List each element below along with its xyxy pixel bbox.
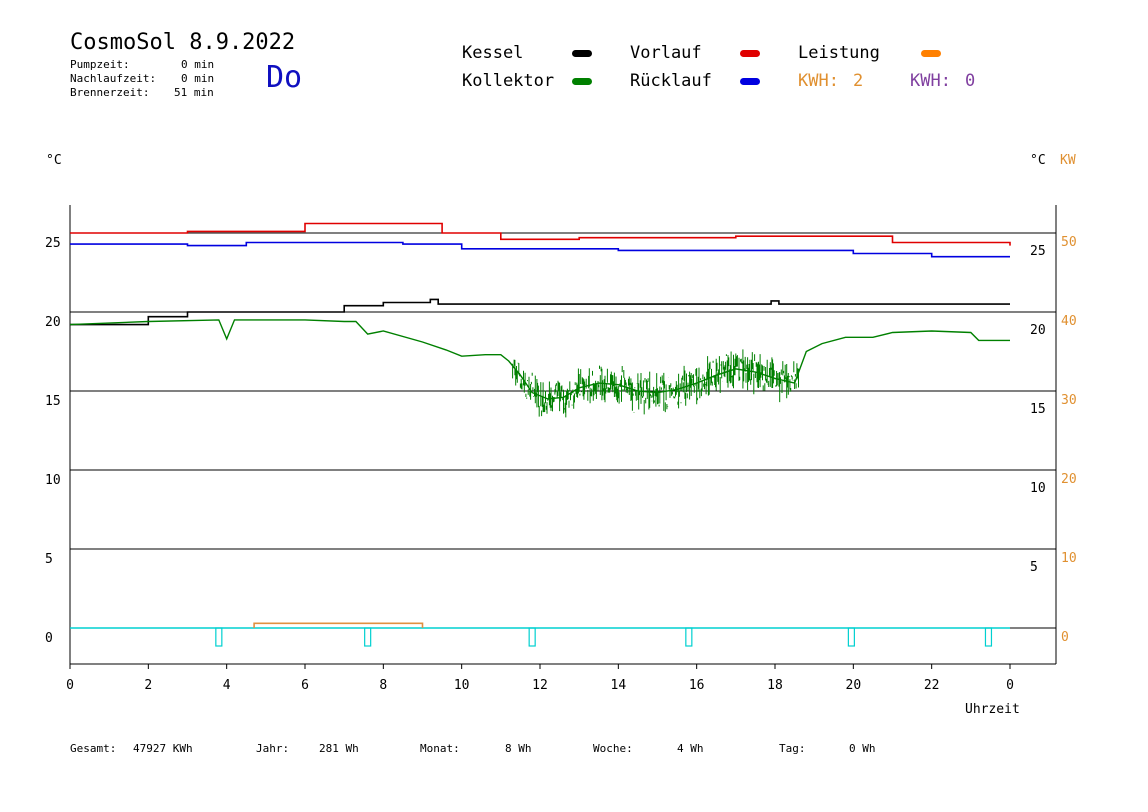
y-right-tick-label: 5 xyxy=(1030,560,1038,575)
x-tick-label: 8 xyxy=(379,678,387,693)
footer-woche-label: Woche: xyxy=(593,742,633,755)
x-tick-label: 4 xyxy=(223,678,231,693)
series-ruecklauf xyxy=(70,241,1010,258)
chart-grid xyxy=(70,232,1056,629)
pump-pulse xyxy=(215,627,223,647)
footer-monat-label: Monat: xyxy=(420,742,460,755)
legend-leistung-label: Leistung xyxy=(798,43,880,63)
pump-pulse xyxy=(364,627,372,647)
y-left-tick-label: 0 xyxy=(45,631,53,646)
y-kw-tick-label: 0 xyxy=(1061,630,1069,645)
y-kw-tick-label: 10 xyxy=(1061,551,1077,566)
x-tick-label: 0 xyxy=(1006,678,1014,693)
x-tick-label: 20 xyxy=(846,678,862,693)
series-vorlauf xyxy=(70,222,1011,246)
stat-pumpzeit-label: Pumpzeit: xyxy=(70,58,130,71)
footer-gesamt-value: 47927 KWh xyxy=(133,742,193,755)
legend-vorlauf-swatch xyxy=(740,50,760,57)
series-kollektor xyxy=(69,319,1010,400)
y-left-tick-label: 25 xyxy=(45,236,61,251)
legend-kessel-label: Kessel xyxy=(462,43,524,63)
chart-axes xyxy=(69,205,1057,665)
legend-kwh2-value: 0 xyxy=(965,71,976,91)
legend-ruecklauf-swatch xyxy=(740,78,760,85)
series-kollektor-noise xyxy=(512,349,799,418)
y-left-tick-label: 15 xyxy=(45,394,61,409)
y-right-tick-label: 20 xyxy=(1030,323,1046,338)
series-kessel xyxy=(70,298,1010,326)
legend-kwh2-label: KWH: xyxy=(910,71,951,91)
x-tick-label: 6 xyxy=(301,678,309,693)
y-right-unit: °C xyxy=(1030,153,1046,168)
footer-tag-value: 0 Wh xyxy=(849,742,876,755)
footer-tag-label: Tag: xyxy=(779,742,806,755)
pump-pulse xyxy=(685,627,693,647)
legend-kollektor-swatch xyxy=(572,78,592,85)
footer-woche-value: 4 Wh xyxy=(677,742,704,755)
legend-leistung-swatch xyxy=(921,50,941,57)
y-kw-tick-label: 50 xyxy=(1061,235,1077,250)
y-right-tick-label: 10 xyxy=(1030,481,1046,496)
y-left-unit: °C xyxy=(46,153,62,168)
footer-jahr-value: 281 Wh xyxy=(319,742,359,755)
pump-pulse xyxy=(528,627,536,647)
y-kw-tick-label: 30 xyxy=(1061,393,1077,408)
x-tick-label: 16 xyxy=(689,678,705,693)
x-tick-label: 12 xyxy=(532,678,548,693)
stat-brennerzeit-label: Brennerzeit: xyxy=(70,86,150,99)
footer-gesamt-label: Gesamt: xyxy=(70,742,117,755)
series-leistung xyxy=(253,622,424,628)
y-right-tick-label: 25 xyxy=(1030,244,1046,259)
x-tick-label: 22 xyxy=(924,678,940,693)
y-left-tick-label: 20 xyxy=(45,315,61,330)
stat-brennerzeit-value: 51 min xyxy=(174,86,214,99)
stat-pumpzeit-value: 0 min xyxy=(181,58,215,71)
footer-monat-value: 8 Wh xyxy=(505,742,532,755)
x-axis-label: Uhrzeit xyxy=(965,702,1020,717)
y-kw-tick-label: 40 xyxy=(1061,314,1077,329)
legend-kessel-swatch xyxy=(572,50,592,57)
weekday-label: Do xyxy=(266,60,303,95)
pump-pulse xyxy=(984,627,993,647)
y-left-tick-label: 5 xyxy=(45,552,53,567)
x-tick-label: 2 xyxy=(144,678,152,693)
stat-nachlaufzeit-label: Nachlaufzeit: xyxy=(70,72,157,85)
x-tick-label: 18 xyxy=(767,678,783,693)
legend-ruecklauf-label: Rücklauf xyxy=(630,71,712,91)
y-right-tick-label: 15 xyxy=(1030,402,1046,417)
chart-series xyxy=(69,222,1011,647)
legend-kollektor-label: Kollektor xyxy=(462,71,555,91)
page-title: CosmoSol 8.9.2022 xyxy=(70,30,296,55)
pump-pulse xyxy=(847,627,855,647)
legend-kwh1-label: KWH: xyxy=(798,71,839,91)
x-tick-label: 0 xyxy=(66,678,74,693)
x-tick-label: 14 xyxy=(611,678,627,693)
stat-nachlaufzeit-value: 0 min xyxy=(181,72,215,85)
y-left-tick-label: 10 xyxy=(45,473,61,488)
legend-kwh1-value: 2 xyxy=(853,71,864,91)
legend-vorlauf-label: Vorlauf xyxy=(630,43,702,63)
footer-jahr-label: Jahr: xyxy=(256,742,290,755)
y-kw-unit: KW xyxy=(1060,153,1076,168)
chart-ticks: 0 2 4 6 8 10 12 14 16 18 20 22 0 0 5 10 15 20 25 5 10 15 20 25 0… xyxy=(45,235,1077,693)
x-tick-label: 10 xyxy=(454,678,470,693)
y-kw-tick-label: 20 xyxy=(1061,472,1077,487)
